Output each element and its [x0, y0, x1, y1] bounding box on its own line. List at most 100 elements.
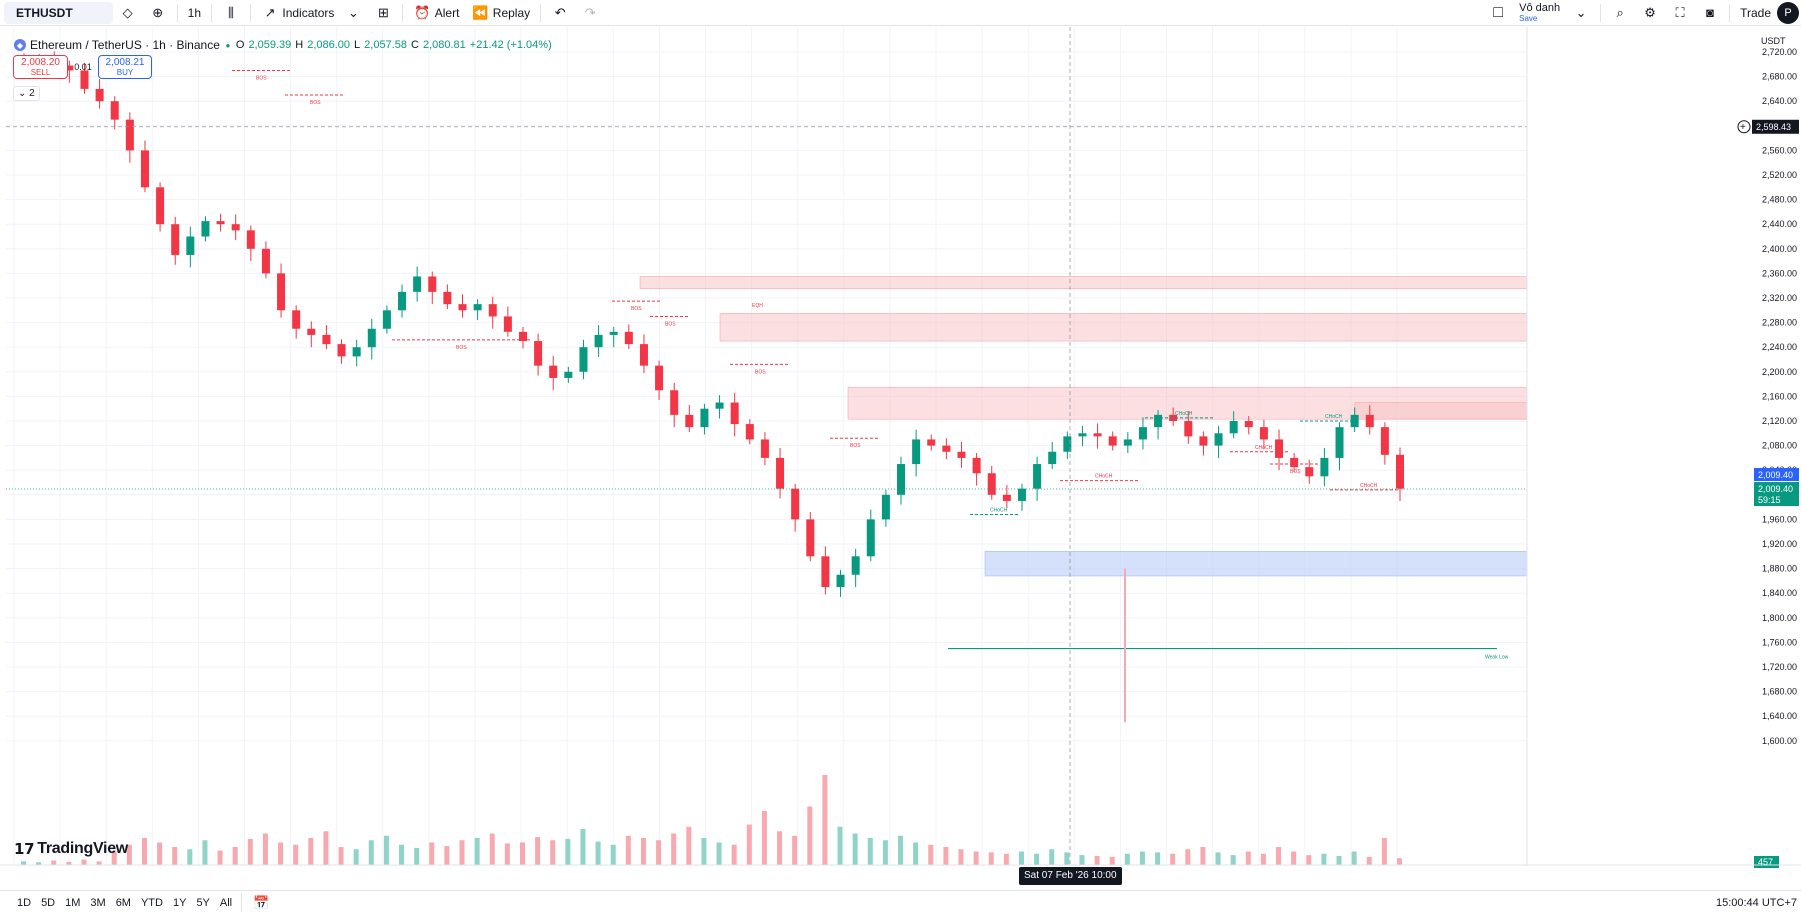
candle-body[interactable]: [1290, 457, 1299, 468]
snapshot-button[interactable]: ◙: [1695, 2, 1725, 24]
clock[interactable]: 15:00:44 UTC+7: [1715, 896, 1797, 909]
range-button-all[interactable]: All: [219, 896, 233, 909]
candle-body[interactable]: [957, 451, 966, 458]
range-button-1y[interactable]: 1Y: [172, 896, 187, 909]
candle-body[interactable]: [125, 119, 134, 151]
candle-body[interactable]: [95, 88, 104, 102]
candle-body[interactable]: [518, 331, 527, 342]
quick-search-button[interactable]: ⌕: [1605, 2, 1635, 24]
symbol-info-button[interactable]: ◇: [113, 2, 143, 24]
symbol-search-button[interactable]: ETHUSDT: [4, 1, 113, 24]
candle-body[interactable]: [549, 365, 558, 378]
candle-body[interactable]: [972, 457, 981, 474]
candle-body[interactable]: [1063, 436, 1072, 452]
indicators-collapse-button[interactable]: ⌄ 2: [13, 86, 40, 101]
candle-body[interactable]: [1108, 436, 1117, 446]
candle-body[interactable]: [912, 439, 921, 465]
candle-body[interactable]: [806, 519, 815, 557]
candle-body[interactable]: [443, 291, 452, 305]
candle-body[interactable]: [428, 276, 437, 292]
supply-zone[interactable]: [719, 313, 1528, 342]
candle-body[interactable]: [1396, 454, 1404, 489]
candle-body[interactable]: [836, 574, 845, 588]
candle-body[interactable]: [171, 224, 180, 255]
candle-body[interactable]: [1305, 467, 1314, 477]
candle-body[interactable]: [1350, 414, 1359, 428]
candle-body[interactable]: [1320, 457, 1329, 477]
range-button-1d[interactable]: 1D: [17, 896, 32, 909]
tradingview-logo[interactable]: 𝟭𝟳 TradingView: [14, 840, 128, 858]
candle-body[interactable]: [488, 304, 497, 317]
candle-body[interactable]: [1229, 421, 1238, 434]
sell-button[interactable]: 2,008.20 SELL: [13, 55, 68, 79]
avatar[interactable]: P: [1777, 1, 1799, 24]
candle-body[interactable]: [670, 390, 679, 415]
candle-body[interactable]: [897, 464, 906, 495]
quantity-value[interactable]: 0.01: [74, 62, 92, 72]
candle-body[interactable]: [231, 224, 240, 231]
candle-body[interactable]: [1365, 414, 1374, 428]
layout-menu-button[interactable]: ⌄: [1566, 2, 1596, 24]
candle-body[interactable]: [216, 221, 225, 225]
demand-zone[interactable]: [984, 551, 1528, 577]
candle-body[interactable]: [1214, 433, 1223, 446]
candle-body[interactable]: [156, 187, 165, 225]
settings-button[interactable]: ⚙: [1635, 2, 1665, 24]
candle-body[interactable]: [352, 347, 361, 357]
candle-body[interactable]: [1138, 427, 1147, 440]
candle-body[interactable]: [1335, 427, 1344, 458]
redo-button[interactable]: ↷: [575, 2, 605, 24]
chart-area[interactable]: BOS BOS BOS BOS BOS BOS BOS CHoCH CHoCH CHoCH CHoC…: [0, 27, 1801, 870]
candle-body[interactable]: [564, 371, 573, 378]
supply-zone[interactable]: [639, 276, 1528, 290]
compare-button[interactable]: ⊕: [143, 2, 173, 24]
candle-body[interactable]: [655, 365, 664, 391]
candle-body[interactable]: [413, 276, 422, 292]
add-alert-icon[interactable]: [1737, 120, 1751, 134]
undo-button[interactable]: ↶: [545, 2, 575, 24]
candle-body[interactable]: [685, 414, 694, 428]
candle-body[interactable]: [1093, 433, 1102, 437]
candle-body[interactable]: [624, 331, 633, 345]
candle-body[interactable]: [760, 439, 769, 458]
candle-body[interactable]: [382, 310, 391, 329]
candle-body[interactable]: [307, 328, 316, 335]
candle-body[interactable]: [65, 65, 74, 71]
candle-body[interactable]: [927, 439, 936, 446]
templates-button[interactable]: ⊞: [368, 2, 398, 24]
candle-body[interactable]: [1002, 494, 1011, 501]
candle-body[interactable]: [639, 344, 648, 366]
candle-body[interactable]: [1199, 436, 1208, 446]
candle-body[interactable]: [579, 347, 588, 372]
candle-body[interactable]: [1154, 414, 1163, 428]
indicators-button[interactable]: ↗ Indicators ⌄: [255, 2, 368, 24]
price-chart[interactable]: BOS BOS BOS BOS BOS BOS BOS CHoCH CHoCH CHoCH CHoC…: [0, 27, 1801, 870]
candle-body[interactable]: [715, 402, 724, 409]
interval-button[interactable]: 1h: [182, 2, 207, 24]
fullscreen-button[interactable]: ⛶: [1665, 2, 1695, 24]
layout-name-button[interactable]: Vô danh Save: [1513, 2, 1566, 24]
range-button-5y[interactable]: 5Y: [196, 896, 210, 909]
range-button-1m[interactable]: 1M: [65, 896, 81, 909]
candle-body[interactable]: [1259, 427, 1268, 440]
candle-body[interactable]: [110, 101, 119, 120]
range-button-6m[interactable]: 6M: [115, 896, 131, 909]
range-button-3m[interactable]: 3M: [90, 896, 106, 909]
candle-body[interactable]: [1275, 439, 1284, 458]
candle-body[interactable]: [292, 310, 301, 329]
layout-checkbox[interactable]: □: [1483, 2, 1513, 24]
candle-body[interactable]: [473, 304, 482, 311]
candle-body[interactable]: [866, 519, 875, 557]
candle-body[interactable]: [186, 236, 195, 255]
candle-body[interactable]: [776, 457, 785, 489]
candle-body[interactable]: [1169, 414, 1178, 421]
candle-body[interactable]: [730, 402, 739, 425]
candle-body[interactable]: [337, 344, 346, 357]
candle-body[interactable]: [791, 488, 800, 520]
buy-button[interactable]: 2,008.21 BUY: [98, 55, 152, 79]
candle-body[interactable]: [398, 291, 407, 311]
candle-body[interactable]: [201, 221, 210, 237]
chart-type-button[interactable]: ⫼: [216, 2, 246, 24]
candle-body[interactable]: [1048, 451, 1057, 465]
candle-body[interactable]: [140, 150, 149, 188]
